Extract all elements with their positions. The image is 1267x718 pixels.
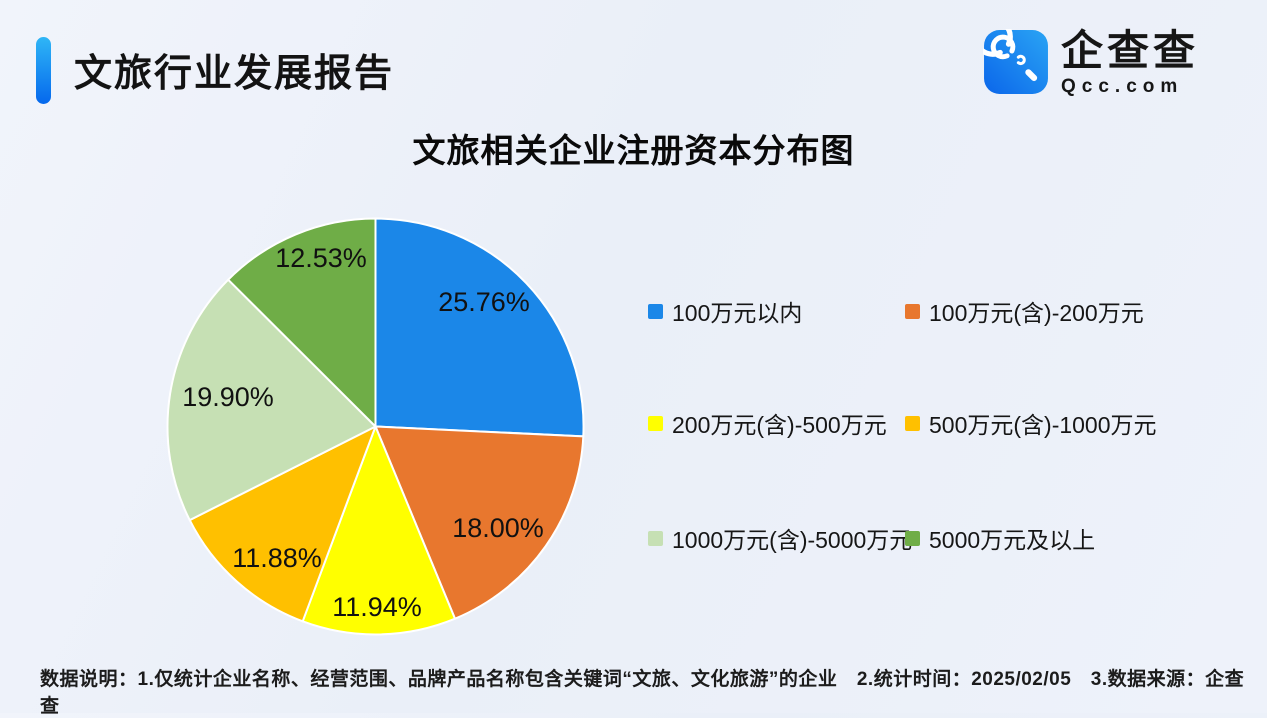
brand-text: 企查查 Qcc.com xyxy=(1061,29,1199,98)
legend-label: 500万元(含)-1000万元 xyxy=(929,412,1157,438)
legend-swatch xyxy=(905,303,920,319)
legend-swatch xyxy=(648,303,663,319)
pie-slice-2 xyxy=(301,425,456,636)
pie-chart: 25.76% 18.00% 11.94% 11.88% 19.90% 12.53% xyxy=(166,217,585,636)
pie-slice-label-5: 12.53% xyxy=(275,243,367,273)
pie-slice-4 xyxy=(166,278,377,522)
legend-swatch xyxy=(648,415,663,431)
legend-label: 1000万元(含)-5000万元 xyxy=(672,527,913,553)
legend-item: 5000万元及以上 xyxy=(905,524,1096,553)
legend-item: 100万元以内 xyxy=(648,297,803,326)
pie-slice-3 xyxy=(188,425,377,623)
legend-item: 200万元(含)-500万元 xyxy=(648,409,887,438)
pie-slice-label-1: 18.00% xyxy=(452,513,544,543)
legend-item: 1000万元(含)-5000万元 xyxy=(648,524,913,553)
page-title: 文旅行业发展报告 xyxy=(74,53,395,95)
legend-item: 500万元(含)-1000万元 xyxy=(905,409,1157,438)
pie-slice-label-0: 25.76% xyxy=(438,287,530,317)
brand-domain: Qcc.com xyxy=(1061,76,1184,97)
chart-title: 文旅相关企业注册资本分布图 xyxy=(412,132,855,169)
legend-swatch xyxy=(905,415,920,431)
title-accent-bar xyxy=(36,37,51,104)
brand-logo: 企查查 Qcc.com xyxy=(983,29,1199,98)
legend-label: 200万元(含)-500万元 xyxy=(672,412,887,438)
legend-label: 100万元(含)-200万元 xyxy=(929,300,1144,326)
legend-swatch xyxy=(905,530,920,546)
pie-slice-5 xyxy=(227,217,377,428)
pie-slice-label-2: 11.94% xyxy=(332,592,422,622)
qcc-magnifier-icon xyxy=(983,29,1048,94)
legend-swatch xyxy=(648,530,663,546)
pie-slice-label-3: 11.88% xyxy=(232,543,322,573)
legend-label: 5000万元及以上 xyxy=(929,527,1096,553)
pie-slice-0 xyxy=(374,217,585,438)
legend-label: 100万元以内 xyxy=(672,300,803,326)
pie-slice-1 xyxy=(374,425,585,620)
brand-name: 企查查 xyxy=(1061,27,1200,74)
data-note: 数据说明：1.仅统计企业名称、经营范围、品牌产品名称包含关键词“文旅、文化旅游”… xyxy=(40,669,1245,717)
pie-slice-label-4: 19.90% xyxy=(182,382,274,412)
legend-item: 100万元(含)-200万元 xyxy=(905,297,1144,326)
